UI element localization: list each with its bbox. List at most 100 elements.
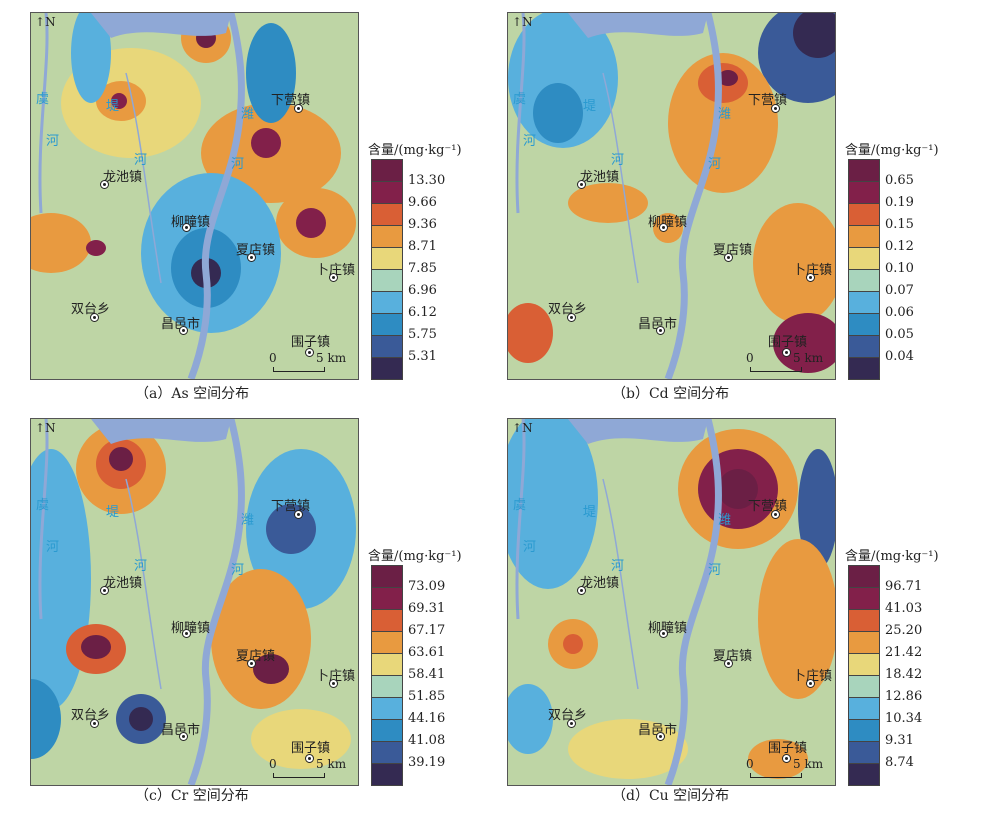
canal — [125, 478, 162, 690]
legend: 含量/(mg·kg⁻¹) 13.30 9.66 9.36 8.71 7.85 6.96 6.1… — [368, 139, 498, 380]
legend-swatch — [849, 632, 879, 654]
legend-swatch — [849, 292, 879, 314]
town-marker-icon — [182, 223, 191, 232]
contour-zone — [793, 13, 835, 58]
north-arrow-icon: ↑N — [35, 421, 56, 435]
water-label: 堤 — [583, 99, 597, 114]
scale-five: 5 km — [316, 757, 347, 771]
legend-swatch — [372, 336, 402, 358]
legend-swatch — [372, 292, 402, 314]
legend-swatch — [372, 610, 402, 632]
legend-value: 41.08 — [408, 733, 446, 748]
town-label: 昌邑市 — [638, 723, 678, 738]
town-label: 夏店镇 — [236, 649, 276, 664]
water-label: 河 — [708, 157, 722, 172]
caption-cr: （c）Cr 空间分布 — [135, 788, 249, 804]
contour-zone — [508, 303, 553, 363]
contour-zone — [798, 449, 835, 569]
legend-value: 6.12 — [408, 305, 437, 320]
town-marker-icon — [329, 679, 338, 688]
water-label: 虞 — [36, 92, 50, 107]
panel-cr: ↑N 下营镇 龙池镇 柳疃镇 夏店镇 卜庄镇 双台乡 昌邑市 围子镇 虞河 堤河 潍河 0 5 km 含量/… — [30, 418, 500, 813]
legend-swatch — [372, 720, 402, 742]
water-label: 河 — [46, 134, 60, 149]
town-marker-icon — [659, 223, 668, 232]
legend-value: 7.85 — [408, 261, 437, 276]
contour-zone — [748, 739, 808, 779]
legend-value: 58.41 — [408, 667, 446, 682]
map-frame: ↑N 下营镇 龙池镇 柳疃镇 夏店镇 卜庄镇 双台乡 昌邑市 围子镇 虞河 堤河 潍河 0 5 km — [507, 12, 836, 380]
legend-value: 67.17 — [408, 623, 446, 638]
legend-swatch — [372, 742, 402, 764]
legend-swatch — [849, 270, 879, 292]
town-marker-icon — [247, 253, 256, 262]
sea — [91, 13, 231, 38]
contour-zone — [86, 240, 106, 256]
contour-zone — [71, 13, 111, 103]
canal — [602, 72, 639, 284]
water-label: 河 — [523, 540, 537, 555]
legend-swatch — [849, 742, 879, 764]
river — [187, 419, 245, 785]
town-marker-icon — [294, 104, 303, 113]
town-label: 卜庄镇 — [316, 669, 356, 684]
contour-zone — [266, 504, 316, 554]
scale-zero: 0 — [269, 351, 277, 365]
legend-value: 69.31 — [408, 601, 446, 616]
legend-swatch — [372, 654, 402, 676]
legend-swatch — [372, 204, 402, 226]
north-arrow-icon: ↑N — [512, 15, 533, 29]
legend-value: 0.15 — [885, 217, 914, 232]
town-marker-icon — [182, 629, 191, 638]
legend-title: 含量/(mg·kg⁻¹) — [845, 549, 939, 564]
town-label: 夏店镇 — [713, 243, 753, 258]
legend-value: 12.86 — [885, 689, 923, 704]
legend-swatch — [372, 270, 402, 292]
legend-value: 25.20 — [885, 623, 923, 638]
river — [38, 13, 49, 214]
map-frame: ↑N 下营镇 龙池镇 柳疃镇 夏店镇 卜庄镇 双台乡 昌邑市 围子镇 虞河 堤河 潍河 0 5 km — [30, 418, 359, 786]
legend-swatch — [849, 248, 879, 270]
water-label: 堤 — [583, 505, 597, 520]
north-label: N — [522, 15, 533, 29]
sea — [568, 419, 708, 444]
town-label: 卜庄镇 — [793, 669, 833, 684]
contour-zone — [111, 93, 127, 109]
contour-zone — [753, 203, 835, 323]
town-label: 龙池镇 — [103, 170, 143, 185]
contour-zone — [508, 684, 553, 754]
scale-bar — [750, 773, 802, 778]
river — [664, 13, 722, 379]
river — [664, 419, 722, 785]
legend-value: 9.36 — [408, 217, 437, 232]
legend-value: 73.09 — [408, 579, 446, 594]
legend-value: 63.61 — [408, 645, 446, 660]
panel-as: ↑N 下营镇 龙池镇 柳疃镇 夏店镇 卜庄镇 双台乡 昌邑市 围子镇 虞河 堤河 潍河 0 5 km 含量/… — [30, 12, 500, 407]
legend-value: 18.42 — [885, 667, 923, 682]
contour-zone — [251, 128, 281, 158]
town-label: 柳疃镇 — [648, 621, 688, 636]
contour-map — [31, 13, 358, 379]
town-marker-icon — [329, 273, 338, 282]
contour-zone — [31, 213, 91, 273]
panel-cu: ↑N 下营镇 龙池镇 柳疃镇 夏店镇 卜庄镇 双台乡 昌邑市 围子镇 虞河 堤河 潍河 0 5 km 含量/… — [507, 418, 977, 813]
map-frame: ↑N 下营镇 龙池镇 柳疃镇 夏店镇 卜庄镇 双台乡 昌邑市 围子镇 虞河 堤河 潍河 0 5 km — [30, 12, 359, 380]
river — [515, 13, 526, 214]
scale-five: 5 km — [793, 757, 824, 771]
water-label: 河 — [708, 563, 722, 578]
scale-five: 5 km — [316, 351, 347, 365]
town-label: 卜庄镇 — [316, 263, 356, 278]
legend-value: 5.31 — [408, 349, 437, 364]
legend-swatch — [849, 358, 879, 379]
town-label: 龙池镇 — [103, 576, 143, 591]
contour-zone — [653, 213, 683, 243]
town-marker-icon — [179, 732, 188, 741]
contour-zone — [773, 313, 835, 373]
town-label: 围子镇 — [768, 335, 808, 350]
town-label: 双台乡 — [71, 302, 111, 317]
legend-swatch — [849, 676, 879, 698]
town-marker-icon — [656, 326, 665, 335]
scale-zero: 0 — [746, 351, 754, 365]
contour-map — [31, 419, 358, 785]
contour-zone — [568, 183, 648, 223]
